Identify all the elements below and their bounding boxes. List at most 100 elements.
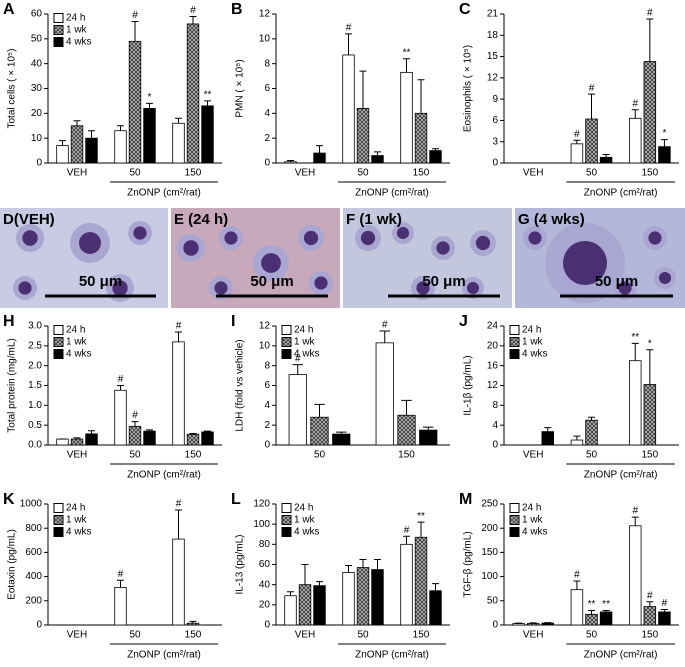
significance-mark: # <box>589 83 595 94</box>
y-tick-label: 100 <box>481 571 498 582</box>
y-tick-label: 600 <box>25 547 42 558</box>
bar <box>397 414 416 446</box>
x-tick-label: VEH <box>523 630 544 641</box>
legend-swatch <box>281 349 292 359</box>
y-tick-label: 6 <box>492 115 498 126</box>
y-tick-label: 1.5 <box>28 380 42 391</box>
y-tick-label: 40 <box>259 579 271 590</box>
x-tick-label: 150 <box>185 168 202 179</box>
error-bar <box>175 509 182 540</box>
nucleus <box>18 281 32 295</box>
legend-swatch <box>53 37 64 47</box>
bar <box>310 416 329 446</box>
y-tick-label: 0 <box>264 440 270 451</box>
x-axis-label: ZnONP (cm²/rat) <box>127 650 201 661</box>
nucleus <box>528 231 542 245</box>
legend-swatch <box>281 337 292 347</box>
y-tick-label: 18 <box>487 30 499 41</box>
y-tick-label: 10 <box>31 133 43 144</box>
y-tick-label: 0.5 <box>28 420 42 431</box>
x-tick-label: VEH <box>523 168 544 179</box>
y-tick-label: 30 <box>31 83 43 94</box>
bar <box>186 23 200 164</box>
x-axis-label: ZnONP (cm²/rat) <box>127 470 201 481</box>
significance-mark: * <box>648 338 652 349</box>
micrograph: 50 μm G (4 wks) <box>515 208 685 308</box>
error-bar <box>73 120 81 126</box>
nucleus <box>314 276 328 290</box>
error-bar <box>529 622 537 624</box>
error-bar <box>204 100 211 106</box>
error-bar <box>301 564 309 585</box>
nucleus <box>658 271 672 285</box>
error-bar <box>602 609 610 612</box>
y-tick-label: 3.0 <box>28 321 42 332</box>
x-tick-label: 150 <box>413 168 430 179</box>
legend-swatch <box>509 515 520 525</box>
x-tick-label: 50 <box>129 450 141 461</box>
error-bar <box>432 148 439 151</box>
error-bar <box>379 330 390 343</box>
significance-mark: # <box>132 10 138 21</box>
x-tick-label: 150 <box>413 630 430 641</box>
x-tick-label: 150 <box>185 450 202 461</box>
significance-mark: # <box>176 321 182 332</box>
legend-label: 24 h <box>522 325 541 336</box>
bar <box>85 137 98 164</box>
x-tick-label: 50 <box>314 450 326 461</box>
y-axis-label: Total protein (mg/mL) <box>7 338 18 432</box>
panel-letter: A <box>3 1 15 18</box>
error-bar <box>660 139 668 147</box>
bar <box>371 569 384 626</box>
error-bar <box>146 102 153 109</box>
micrograph: 50 μm D(VEH) <box>0 208 168 308</box>
error-bar <box>646 349 654 385</box>
y-axis-label: PMN ( × 10⁵) <box>235 59 246 117</box>
bar <box>570 143 584 164</box>
error-bar <box>59 140 66 146</box>
legend-label: 24 h <box>66 325 85 336</box>
x-tick-label: VEH <box>67 630 88 641</box>
error-bar <box>602 153 610 158</box>
bar <box>356 567 370 626</box>
bar <box>143 107 156 164</box>
bar <box>186 622 200 626</box>
nucleus <box>618 281 632 295</box>
significance-mark: ** <box>602 599 610 610</box>
legend-label: 1 wk <box>294 515 316 526</box>
y-axis-label: TGF-β (pg/mL) <box>463 531 474 597</box>
significance-mark: # <box>346 23 352 34</box>
bar <box>342 54 355 164</box>
bar <box>643 384 657 446</box>
x-axis-label: ZnONP (cm²/rat) <box>584 470 658 481</box>
significance-mark: ** <box>204 90 212 101</box>
legend-label: 4 wks <box>66 527 92 538</box>
y-tick-label: 0 <box>36 158 42 169</box>
nucleus <box>563 241 607 285</box>
x-axis-label: ZnONP (cm²/rat) <box>355 188 429 199</box>
y-tick-label: 8 <box>264 360 270 371</box>
bar <box>128 40 142 164</box>
error-bar <box>88 130 95 139</box>
legend-label: 1 wk <box>522 337 544 348</box>
bar <box>172 122 185 164</box>
error-bar <box>631 516 639 526</box>
significance-mark: ** <box>631 332 639 343</box>
micrograph: 50 μm F (1 wk) <box>343 208 512 308</box>
nucleus <box>416 281 430 295</box>
error-bar <box>345 565 352 573</box>
y-tick-label: 4 <box>264 108 270 119</box>
significance-mark: # <box>647 590 653 601</box>
y-tick-label: 6 <box>264 83 270 94</box>
bar <box>56 438 69 446</box>
bar <box>400 71 413 164</box>
x-tick-label: 50 <box>357 630 369 641</box>
legend-label: 4 wks <box>522 349 548 360</box>
error-bar <box>189 15 197 24</box>
y-tick-label: 9 <box>492 94 498 105</box>
significance-mark: * <box>662 128 666 139</box>
y-tick-label: 3 <box>492 136 498 147</box>
legend-swatch <box>53 349 64 359</box>
legend-label: 4 wks <box>522 527 548 538</box>
